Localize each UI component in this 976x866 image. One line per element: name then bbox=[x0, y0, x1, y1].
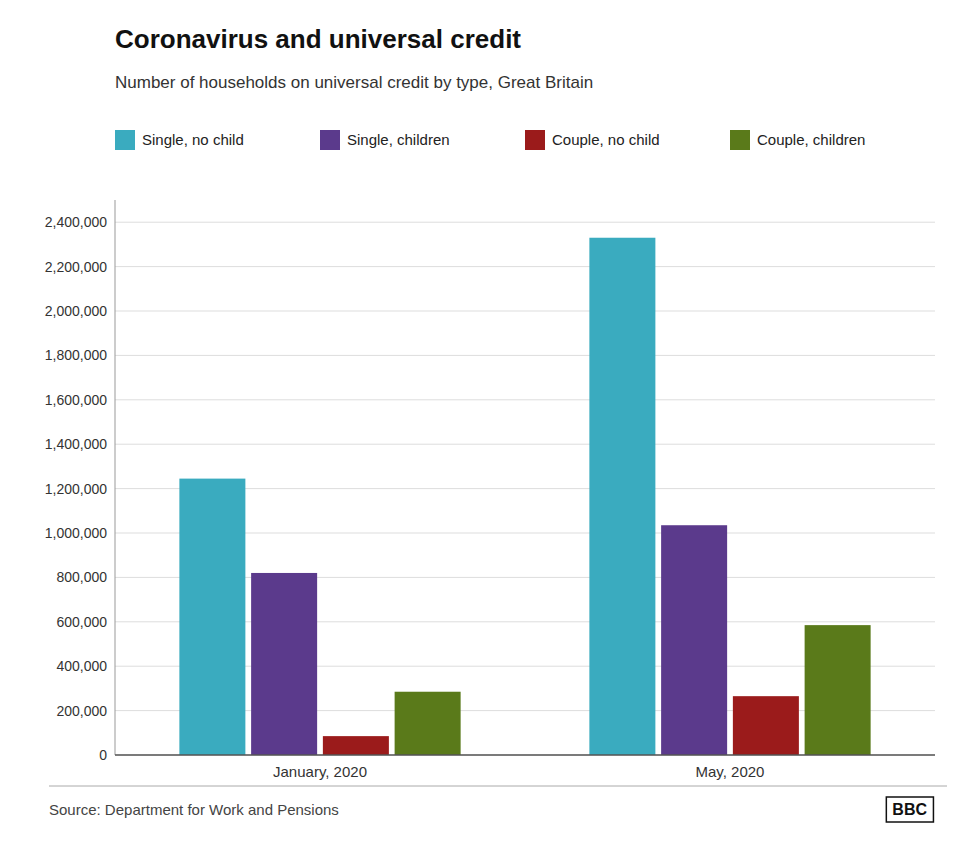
legend-label: Single, children bbox=[347, 131, 450, 148]
y-tick-label: 800,000 bbox=[56, 569, 107, 585]
grid-line bbox=[115, 755, 935, 756]
bar bbox=[661, 525, 727, 755]
grid-line bbox=[115, 355, 935, 356]
badge-box bbox=[886, 797, 933, 822]
y-tick-label: 2,000,000 bbox=[45, 303, 107, 319]
source: Source: Department for Work and Pensions bbox=[49, 801, 339, 818]
bar bbox=[589, 238, 655, 755]
grid-line bbox=[115, 311, 935, 312]
y-tick-label: 200,000 bbox=[56, 703, 107, 719]
y-axis-line bbox=[115, 200, 116, 755]
bar bbox=[251, 573, 317, 755]
y-tick-label: 0 bbox=[99, 747, 107, 763]
title: Coronavirus and universal credit bbox=[115, 24, 521, 54]
legend-label: Single, no child bbox=[142, 131, 244, 148]
y-tick-label: 1,400,000 bbox=[45, 436, 107, 452]
y-axis: 0 200,000 400,000 600,000 800,000 1,000,000 1,… bbox=[45, 214, 935, 763]
legend-swatch bbox=[115, 130, 135, 150]
chart: Coronavirus and universal credit Number o… bbox=[0, 0, 976, 866]
annotation: BBC bbox=[892, 801, 927, 818]
separator bbox=[49, 786, 947, 787]
y-tick-label: 600,000 bbox=[56, 614, 107, 630]
y-tick-label: 1,200,000 bbox=[45, 481, 107, 497]
y-tick-label: 2,200,000 bbox=[45, 259, 107, 275]
grid-line bbox=[115, 444, 935, 445]
legend-swatch bbox=[320, 130, 340, 150]
legend-swatch bbox=[525, 130, 545, 150]
y-tick-label: 2,400,000 bbox=[45, 214, 107, 230]
bar bbox=[179, 479, 245, 755]
bars bbox=[179, 238, 870, 755]
bar bbox=[323, 736, 389, 755]
grid-line bbox=[115, 399, 935, 400]
grid-line bbox=[115, 266, 935, 267]
y-tick-label: 1,000,000 bbox=[45, 525, 107, 541]
legend: Single, no child Single, children Couple, … bbox=[115, 130, 865, 150]
badge: BBC bbox=[886, 797, 933, 822]
grid-line bbox=[115, 222, 935, 223]
y-tick-label: 400,000 bbox=[56, 658, 107, 674]
bar bbox=[805, 625, 871, 755]
x-axis-line bbox=[115, 754, 935, 756]
legend-label: Couple, no child bbox=[552, 131, 660, 148]
x-tick-label: January, 2020 bbox=[273, 763, 367, 780]
y-tick-label: 1,800,000 bbox=[45, 347, 107, 363]
bar bbox=[395, 692, 461, 755]
legend-swatch bbox=[730, 130, 750, 150]
bar bbox=[733, 696, 799, 755]
y-tick-label: 1,600,000 bbox=[45, 392, 107, 408]
legend-label: Couple, children bbox=[757, 131, 865, 148]
subtitle: Number of households on universal credit… bbox=[115, 73, 593, 92]
x-tick-label: May, 2020 bbox=[696, 763, 765, 780]
